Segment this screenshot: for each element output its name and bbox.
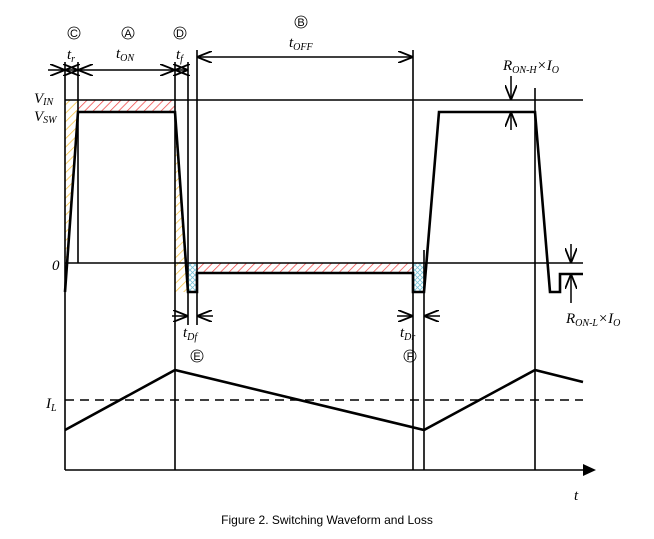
svg-text:F: F	[407, 351, 414, 363]
label-tr: tr	[67, 47, 75, 65]
svg-text:C: C	[70, 28, 78, 40]
label-tdf: tDf	[183, 325, 198, 343]
marker-a: A	[121, 26, 135, 40]
vsw-waveform	[63, 110, 583, 294]
label-ron-l: RON-L×IO	[565, 311, 620, 329]
label-time: t	[574, 488, 579, 504]
label-tf: tf	[176, 47, 184, 65]
svg-text:B: B	[297, 17, 304, 29]
diode-loss-area-rise	[413, 263, 424, 292]
label-ton: tON	[116, 46, 135, 64]
svg-text:E: E	[193, 351, 200, 363]
il-waveform	[64, 368, 584, 432]
label-vin: VIN	[34, 91, 55, 108]
label-tdr: tDr	[400, 325, 415, 343]
marker-c: C	[67, 26, 81, 40]
label-zero: 0	[52, 258, 60, 274]
label-ron-h: RON-H×IO	[502, 58, 559, 76]
svg-text:A: A	[124, 28, 132, 40]
svg-text:D: D	[176, 28, 184, 40]
on-conduction-loss-area	[78, 100, 175, 112]
figure-caption: Figure 2. Switching Waveform and Loss	[221, 513, 433, 527]
marker-d: D	[173, 26, 187, 40]
label-il: IL	[45, 396, 57, 414]
diode-loss-area-fall	[188, 263, 197, 292]
label-toff: tOFF	[289, 35, 314, 53]
label-vsw: VSW	[34, 109, 58, 126]
off-conduction-loss-area	[197, 263, 413, 273]
marker-b: B	[294, 15, 308, 29]
marker-e: E	[190, 349, 204, 363]
marker-f: F	[403, 349, 417, 363]
time-axis-arrow-icon	[583, 464, 596, 476]
